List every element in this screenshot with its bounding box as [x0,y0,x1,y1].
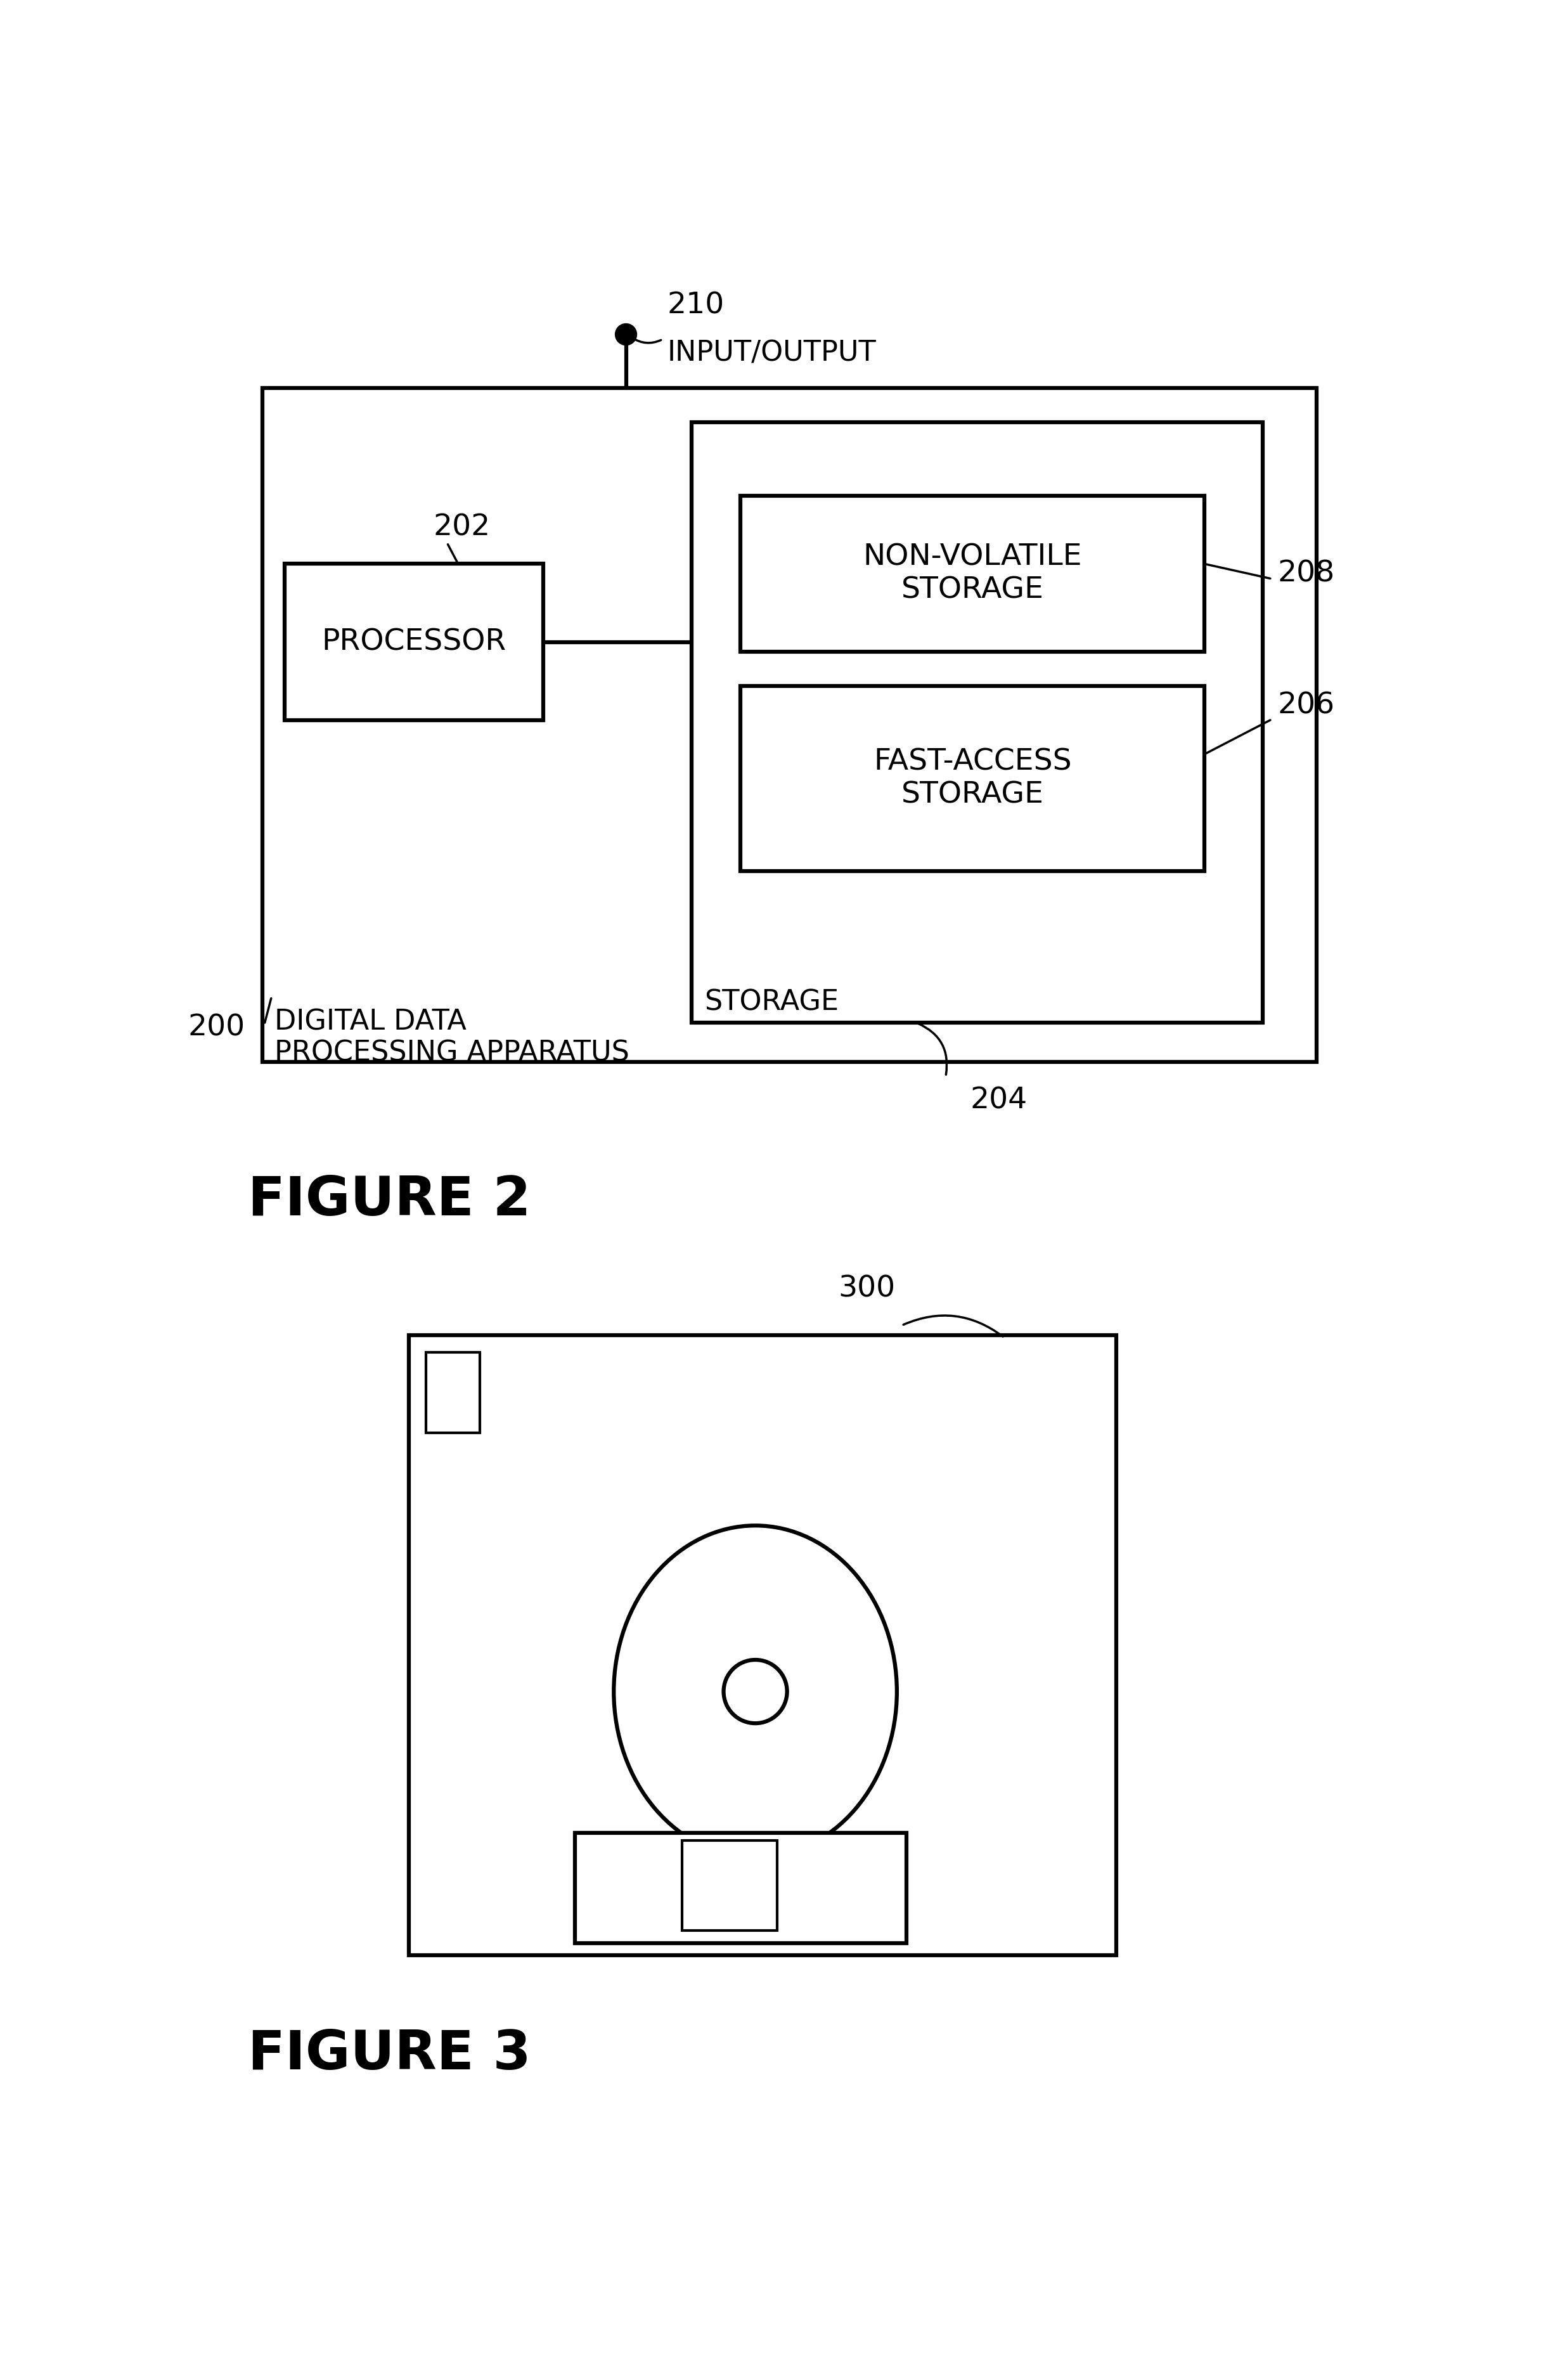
Text: 300: 300 [838,1276,895,1304]
Bar [682,1840,777,1930]
Text: PROCESSOR: PROCESSOR [321,628,505,657]
Ellipse shape [613,1526,897,1856]
Text: FIGURE 3: FIGURE 3 [248,2028,530,2080]
Text: 204: 204 [970,1085,1028,1114]
Bar [741,685,1204,871]
Bar [409,1335,1117,1954]
Bar [741,495,1204,652]
Text: FIGURE 2: FIGURE 2 [248,1173,530,1226]
Text: DIGITAL DATA
PROCESSING APPARATUS: DIGITAL DATA PROCESSING APPARATUS [275,1009,629,1066]
Text: 208: 208 [1278,559,1335,588]
Circle shape [724,1659,788,1723]
Bar [574,1833,906,1942]
Text: NON-VOLATILE
STORAGE: NON-VOLATILE STORAGE [863,543,1083,605]
Text: 206: 206 [1278,690,1335,719]
Bar [426,1352,479,1433]
Text: FAST-ACCESS
STORAGE: FAST-ACCESS STORAGE [874,747,1072,809]
Bar [693,421,1264,1023]
Bar [262,388,1317,1061]
Text: 200: 200 [189,1014,245,1042]
Text: 202: 202 [434,514,490,543]
Text: STORAGE: STORAGE [704,988,839,1016]
Text: INPUT/OUTPUT: INPUT/OUTPUT [668,340,877,367]
Text: 210: 210 [668,290,725,319]
Bar [284,564,543,721]
Circle shape [615,324,636,345]
